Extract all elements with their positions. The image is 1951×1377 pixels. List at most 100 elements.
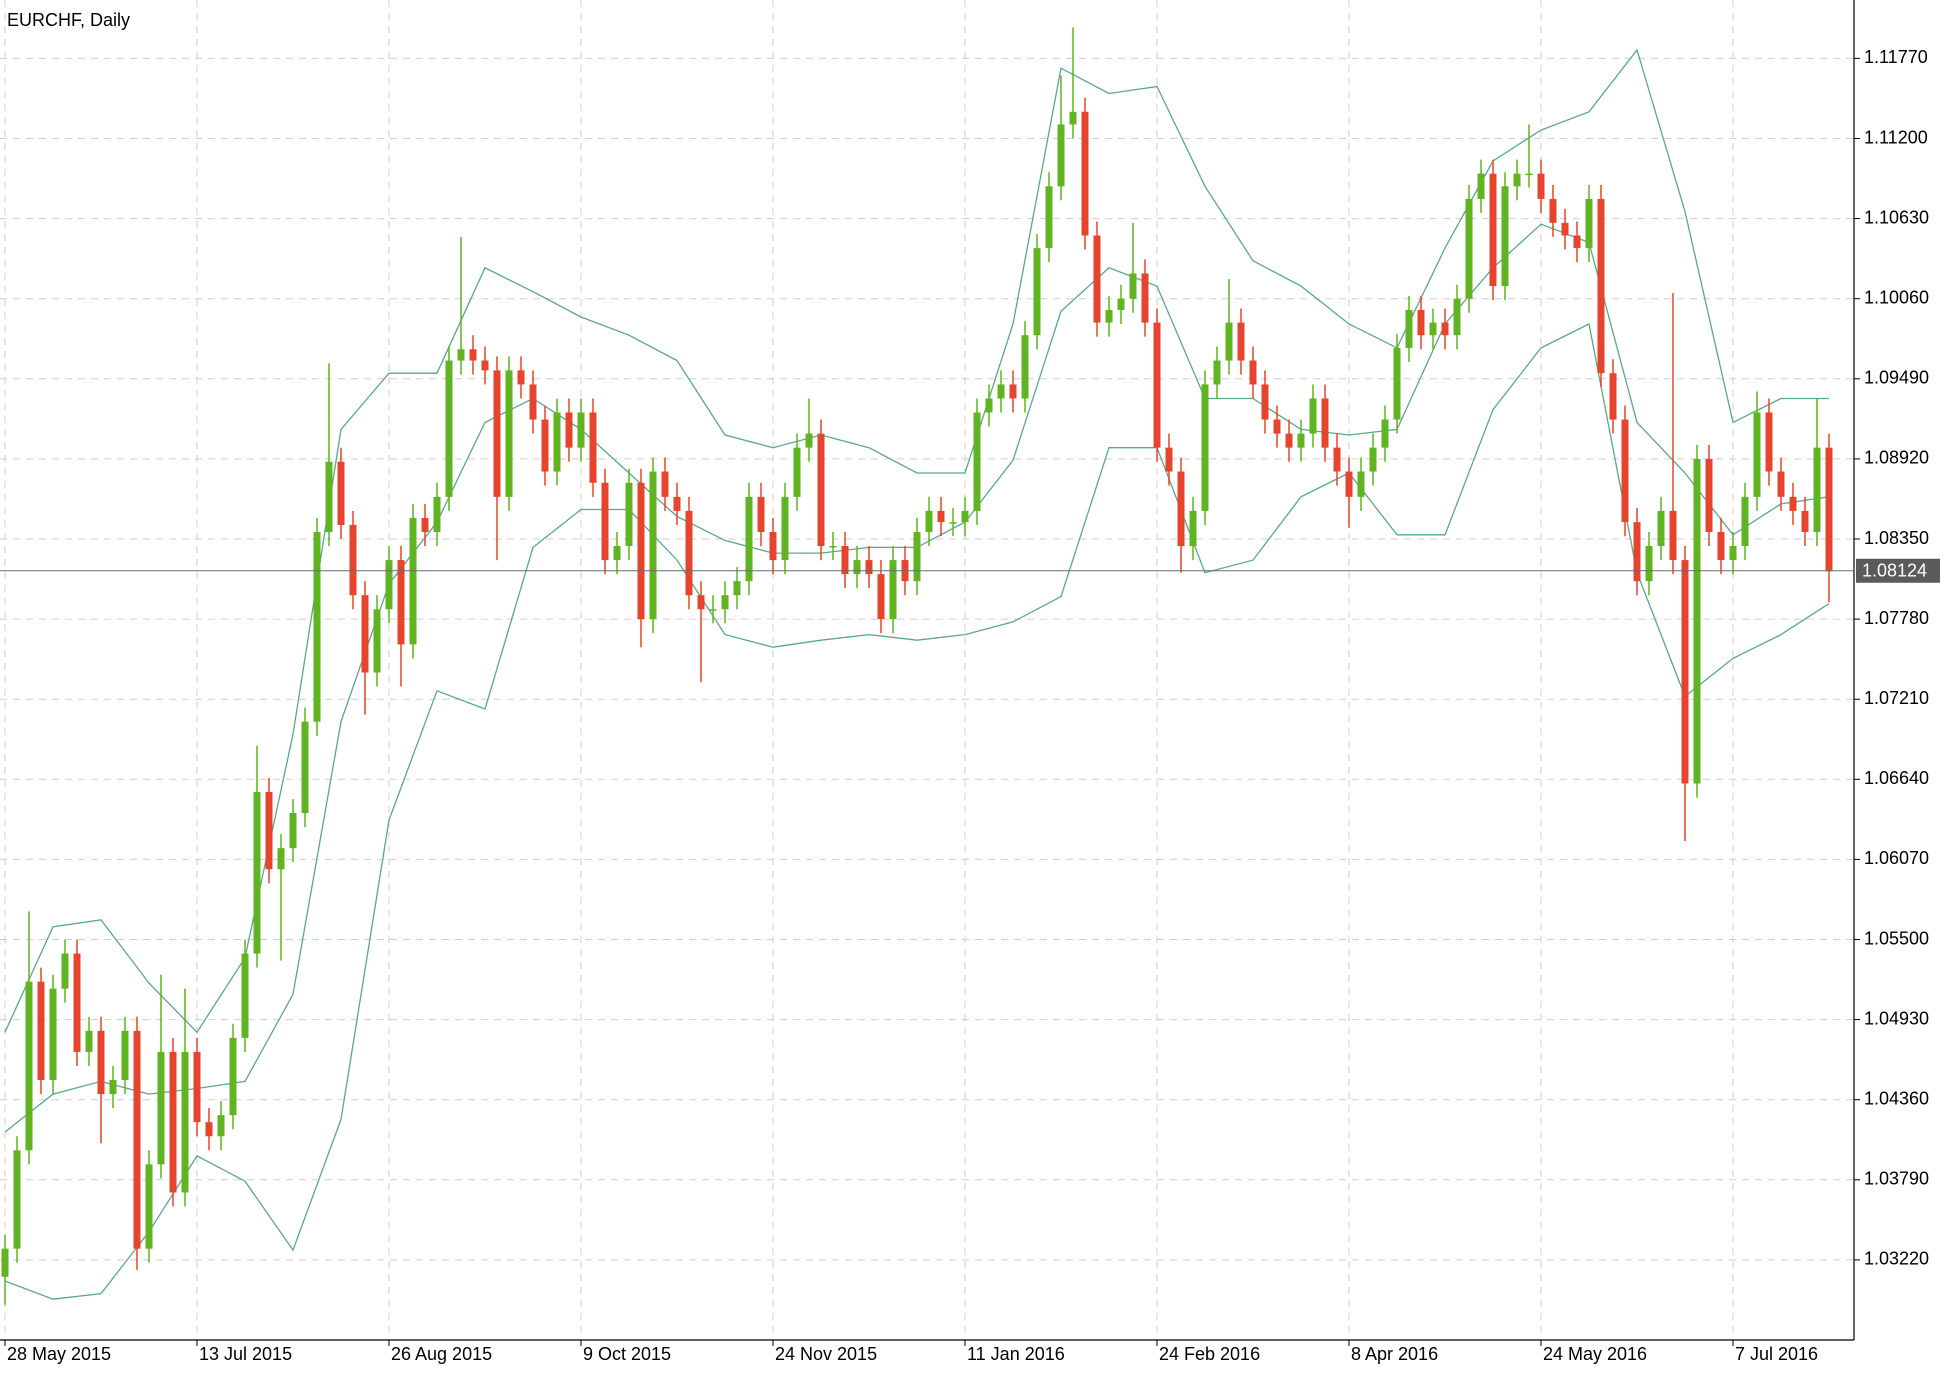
candle-body xyxy=(1489,173,1497,287)
candle-body xyxy=(1501,186,1509,287)
x-tick-label: 13 Jul 2015 xyxy=(199,1344,292,1364)
candle-body xyxy=(769,531,777,561)
candle-body xyxy=(1777,471,1785,497)
candle-body xyxy=(325,461,333,532)
candle-body xyxy=(229,1037,237,1116)
candle-body xyxy=(1681,560,1689,784)
candle-body xyxy=(1645,546,1653,582)
candle-body xyxy=(1093,235,1101,323)
candle-body xyxy=(181,1051,189,1193)
candle-body xyxy=(409,517,417,645)
candle-body xyxy=(1297,433,1305,448)
candle-body xyxy=(985,398,993,413)
x-tick-label: 8 Apr 2016 xyxy=(1351,1344,1438,1364)
candle-body xyxy=(145,1164,153,1249)
candle-body xyxy=(97,1030,105,1095)
candle-body xyxy=(877,574,885,620)
candle-body xyxy=(505,370,513,497)
candle-body xyxy=(913,531,921,582)
candle-body xyxy=(37,981,45,1081)
candle-body xyxy=(709,609,717,611)
candle-body xyxy=(13,1150,21,1249)
candle-body xyxy=(1381,419,1389,448)
candle-body xyxy=(733,581,741,596)
candle-body xyxy=(553,412,561,472)
candle-body xyxy=(133,1030,141,1249)
candle-body xyxy=(385,560,393,610)
candle-body xyxy=(1801,510,1809,532)
candle-body xyxy=(1465,198,1473,299)
candle-body xyxy=(997,384,1005,399)
candle-body xyxy=(829,546,837,548)
candle-body xyxy=(889,560,897,620)
candle-body xyxy=(649,471,657,620)
candle-body xyxy=(1165,447,1173,472)
candle-body xyxy=(529,384,537,420)
y-tick-label: 1.04360 xyxy=(1864,1088,1929,1108)
candle-body xyxy=(73,953,81,1052)
candle-body xyxy=(721,595,729,610)
y-tick-label: 1.03220 xyxy=(1864,1249,1929,1269)
candle-body xyxy=(1201,384,1209,511)
candle-body xyxy=(1705,458,1713,532)
candle-body xyxy=(577,412,585,448)
candle-body xyxy=(565,412,573,448)
candle-body xyxy=(157,1051,165,1165)
candle-body xyxy=(193,1051,201,1123)
x-tick-label: 24 Feb 2016 xyxy=(1159,1344,1260,1364)
candle-body xyxy=(433,496,441,532)
candle-body xyxy=(1393,347,1401,420)
candle-body xyxy=(469,349,477,361)
candle-body xyxy=(481,360,489,371)
candle-body xyxy=(1369,447,1377,472)
y-tick-label: 1.08350 xyxy=(1864,528,1929,548)
last-price-box xyxy=(1856,558,1940,583)
candle-body xyxy=(265,791,273,870)
candle-body xyxy=(805,433,813,448)
candle-body xyxy=(1081,111,1089,236)
candle-body xyxy=(1753,412,1761,497)
candle-body xyxy=(1,1248,9,1277)
y-tick-label: 1.09490 xyxy=(1864,368,1929,388)
candle-body xyxy=(1693,458,1701,784)
candle-body xyxy=(1657,510,1665,547)
candle-body xyxy=(1549,198,1557,223)
candle-body xyxy=(1045,186,1053,249)
candle-body xyxy=(1321,398,1329,448)
y-tick-label: 1.10060 xyxy=(1864,287,1929,307)
candle-body xyxy=(973,412,981,511)
candle-body xyxy=(1477,173,1485,199)
candle-body xyxy=(1021,335,1029,399)
candle-body xyxy=(1069,111,1077,125)
candle-body xyxy=(1825,447,1833,572)
candle-body xyxy=(841,546,849,575)
candle-body xyxy=(1285,433,1293,448)
candle-body xyxy=(445,360,453,497)
candle-body xyxy=(661,471,669,497)
candle-body xyxy=(1765,412,1773,472)
y-tick-label: 1.11770 xyxy=(1864,47,1928,67)
x-tick-label: 9 Oct 2015 xyxy=(583,1344,671,1364)
last-price-label: 1.08124 xyxy=(1862,561,1927,581)
candle-body xyxy=(757,496,765,532)
candle-body xyxy=(1261,384,1269,420)
candle-body xyxy=(1345,471,1353,497)
y-tick-label: 1.08920 xyxy=(1864,448,1929,468)
grid xyxy=(0,0,1854,1340)
candle-body xyxy=(61,953,69,989)
candle-body xyxy=(1249,360,1257,385)
candle-body xyxy=(1141,273,1149,323)
candle-body xyxy=(1357,471,1365,497)
candle-body xyxy=(1729,546,1737,561)
candle-body xyxy=(685,510,693,596)
candle-body xyxy=(673,496,681,511)
candle-body xyxy=(937,510,945,523)
candle-body xyxy=(169,1051,177,1193)
y-tick-label: 1.07210 xyxy=(1864,688,1929,708)
candle-body xyxy=(1621,419,1629,523)
x-tick-label: 7 Jul 2016 xyxy=(1735,1344,1818,1364)
candle-body xyxy=(1561,222,1569,236)
